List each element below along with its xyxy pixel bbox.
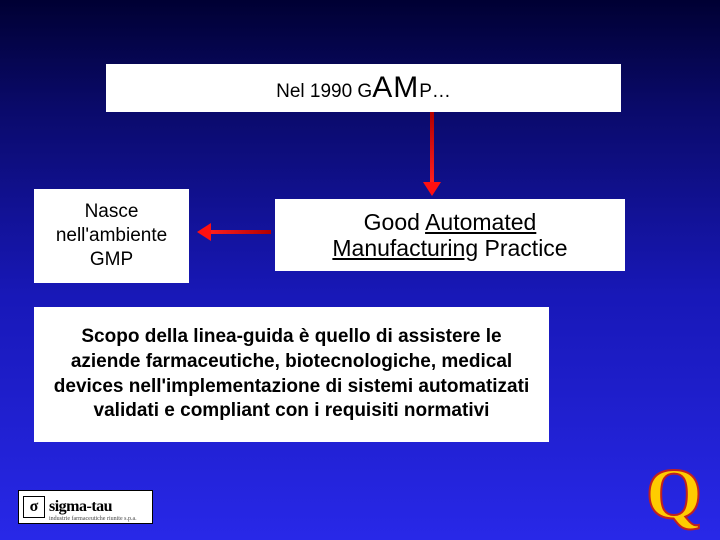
title-suffix: P… bbox=[419, 81, 451, 102]
word-good: Good bbox=[364, 209, 420, 235]
left-line3: GMP bbox=[90, 248, 133, 272]
title-box: Nel 1990 GAMP… bbox=[106, 64, 621, 112]
word-practice: Practice bbox=[485, 235, 568, 261]
body-text: Scopo della linea-guida è quello di assi… bbox=[44, 325, 539, 424]
left-line1: Nasce bbox=[85, 200, 139, 224]
logo-tagline: industrie farmaceutiche riunite s.p.a. bbox=[49, 516, 137, 522]
left-box: Nasce nell'ambiente GMP bbox=[34, 189, 189, 283]
footer-logo: σ sigma-tau industrie farmaceutiche riun… bbox=[18, 490, 153, 524]
sigma-icon: σ bbox=[23, 496, 45, 518]
arrow-left bbox=[199, 230, 271, 234]
logo-brand: sigma-tau bbox=[49, 498, 112, 516]
arrow-down-head bbox=[423, 182, 441, 196]
arrow-left-shaft bbox=[209, 230, 271, 234]
title-text: Nel 1990 GAMP… bbox=[276, 71, 451, 105]
q-watermark: Q bbox=[646, 458, 702, 530]
right-line1: Good Automated bbox=[364, 209, 537, 235]
title-emphasis: AM bbox=[372, 71, 419, 104]
right-line2: Manufacturing Practice bbox=[332, 235, 567, 261]
sigma-glyph: σ bbox=[30, 498, 39, 516]
arrow-down-shaft bbox=[430, 112, 434, 184]
word-manufacturing: Manufacturing bbox=[332, 235, 478, 261]
left-line2: nell'ambiente bbox=[56, 224, 167, 248]
right-box: Good Automated Manufacturing Practice bbox=[275, 199, 625, 271]
arrow-down bbox=[430, 112, 434, 190]
word-automated: Automated bbox=[425, 209, 536, 235]
body-box: Scopo della linea-guida è quello di assi… bbox=[34, 307, 549, 442]
arrow-left-head bbox=[197, 223, 211, 241]
title-prefix: Nel 1990 G bbox=[276, 81, 372, 102]
